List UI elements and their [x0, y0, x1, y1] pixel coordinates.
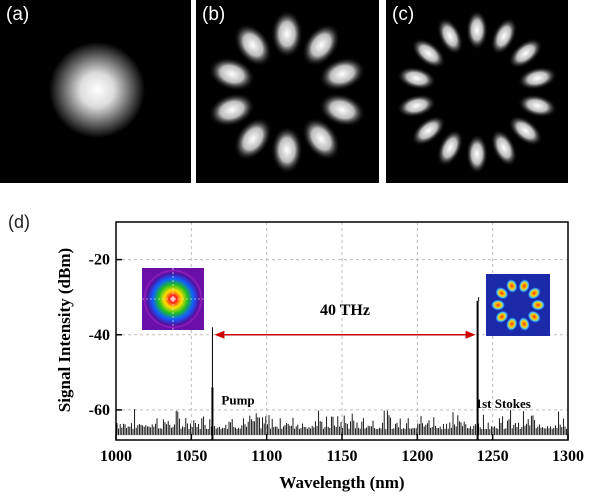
mode-lobe [208, 92, 256, 127]
gaussian-beam-image [49, 42, 145, 138]
inset-lobe [506, 279, 518, 293]
inset-lobe [491, 299, 505, 311]
mode-lobe [508, 38, 543, 69]
x-tick-label: 1150 [326, 448, 357, 465]
inset-lobe [518, 279, 530, 293]
gap-label: 40 THz [320, 302, 370, 319]
mode-lobe [508, 115, 543, 146]
axis-ticks: 1000 1050 1100 1150 1200 1250 1300 -20 -40 -60 [89, 252, 584, 465]
inset-stokes-mode [486, 274, 550, 336]
x-tick-label: 1050 [175, 448, 207, 465]
mode-lobe [411, 115, 446, 146]
mode-lobe [436, 129, 464, 167]
ring-mode-image-14-lobes [396, 10, 558, 174]
mode-lobe [396, 66, 437, 90]
inset-pump-mode [142, 268, 204, 330]
mode-lobe [411, 38, 446, 69]
panel-label-a: (a) [6, 4, 30, 25]
mode-lobe [466, 134, 488, 174]
y-axis-label: Signal Intensity (dBm) [55, 248, 74, 412]
inset-lobe [527, 310, 541, 323]
mode-lobe [318, 92, 366, 127]
y-tick-label: -40 [89, 327, 110, 344]
x-tick-label: 1250 [477, 448, 509, 465]
y-tick-label: -20 [89, 252, 110, 269]
mode-lobe [271, 10, 303, 58]
mode-lobe [318, 57, 366, 92]
inset-lobe [531, 299, 545, 311]
x-tick-label: 1300 [552, 448, 584, 465]
inset-lobe [527, 287, 541, 300]
beam-profile-panel-b: (b) [196, 0, 379, 183]
mode-lobe [233, 23, 273, 67]
mode-lobe [208, 57, 256, 92]
mode-lobe [490, 129, 518, 167]
inset-lobe [506, 317, 518, 331]
beam-profile-panel-c: (c) [386, 0, 568, 183]
stokes-label: 1st Stokes [476, 396, 531, 411]
mode-lobe [517, 94, 558, 118]
inset-lobe [495, 287, 509, 300]
mode-lobe [396, 94, 437, 118]
frequency-gap-arrow [214, 330, 476, 339]
mode-lobe [301, 117, 341, 161]
panel-label-c: (c) [392, 4, 415, 25]
mode-lobe [436, 17, 464, 55]
panel-label-b: (b) [202, 4, 226, 25]
x-axis-label: Wavelength (nm) [279, 473, 404, 492]
mode-lobe [517, 66, 558, 90]
mode-lobe [233, 117, 273, 161]
mode-lobe [271, 126, 303, 174]
x-tick-label: 1200 [401, 448, 433, 465]
noise-floor-trace [116, 409, 568, 436]
beam-profile-panel-a: (a) [0, 0, 191, 183]
mode-lobe [301, 23, 341, 67]
panel-label-d: (d) [8, 212, 30, 232]
x-tick-label: 1000 [100, 448, 132, 465]
mode-lobe [466, 10, 488, 50]
y-tick-label: -60 [89, 402, 110, 419]
inset-lobe [495, 310, 509, 323]
x-tick-label: 1100 [251, 448, 282, 465]
pump-label: Pump [221, 392, 254, 407]
ring-mode-image-10-lobes [208, 10, 366, 174]
inset-lobe [518, 317, 530, 331]
mode-lobe [490, 17, 518, 55]
